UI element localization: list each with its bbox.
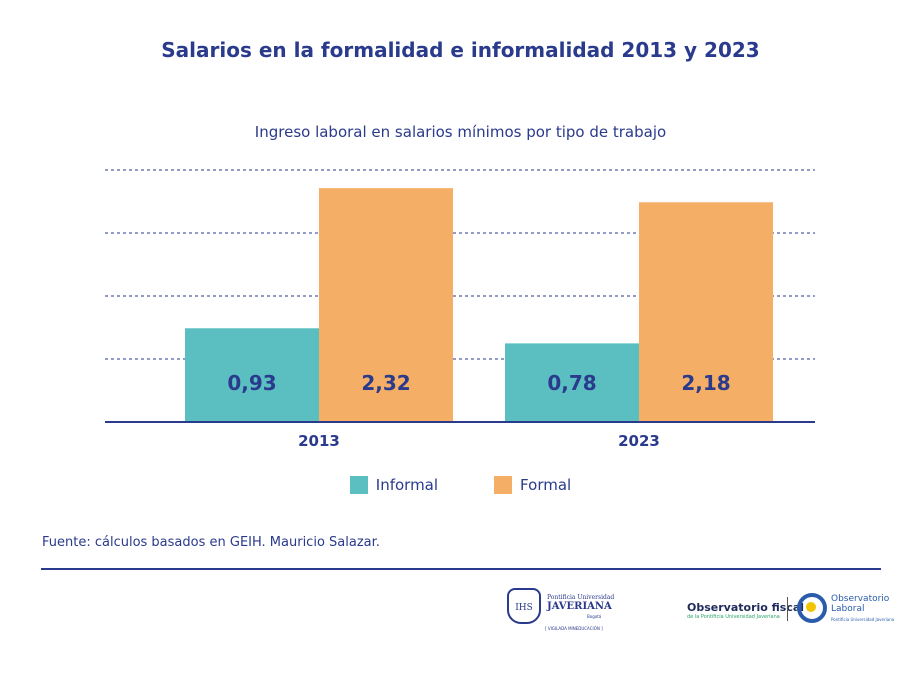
logo-text: Observatorio fiscal bbox=[687, 601, 805, 614]
logo-text: de la Pontificia Universidad Javeriana bbox=[687, 614, 780, 620]
data-label: 0,93 bbox=[227, 371, 276, 395]
page-title: Salarios en la formalidad e informalidad… bbox=[161, 38, 760, 62]
chart-title: Ingreso laboral en salarios mínimos por … bbox=[254, 123, 667, 141]
divider bbox=[41, 568, 881, 570]
data-label: 2,32 bbox=[361, 371, 410, 395]
bar-informal-2013 bbox=[185, 328, 319, 422]
observatorio-laboral-icon bbox=[797, 593, 827, 623]
logo-text: Bogotá bbox=[587, 614, 602, 619]
bar-chart: 0,93 2,32 2013 0,78 2,18 2023 bbox=[105, 169, 815, 450]
logo-text: [ VIGILADA MINEDUCACIÓN ] bbox=[545, 626, 603, 631]
x-tick-label: 2013 bbox=[298, 432, 340, 450]
source-note: Fuente: cálculos basados en GEIH. Mauric… bbox=[42, 535, 380, 550]
legend-item-formal: Formal bbox=[494, 476, 571, 494]
bar-informal-2023 bbox=[505, 343, 639, 422]
javeriana-crest-icon: IHS bbox=[507, 588, 541, 624]
legend-item-informal: Informal bbox=[349, 476, 439, 494]
logo-text: Pontificia Universidad Javeriana bbox=[831, 617, 895, 622]
data-label: 2,18 bbox=[681, 371, 730, 395]
logo-text: Observatorio Laboral bbox=[831, 594, 890, 614]
legend: Informal Formal bbox=[0, 476, 921, 494]
data-label: 0,78 bbox=[547, 371, 596, 395]
logo-text: JAVERIANA bbox=[547, 601, 612, 612]
legend-swatch-informal bbox=[349, 476, 368, 494]
observatorio-laboral-dot-icon bbox=[806, 602, 816, 612]
legend-swatch-formal bbox=[494, 476, 513, 494]
observatorio-fiscal-logo: Observatorio fiscal de la Pontificia Uni… bbox=[687, 601, 804, 620]
bar-formal-2023 bbox=[639, 202, 773, 422]
javeriana-logo: IHS Pontificia Universidad JAVERIANA Bog… bbox=[507, 588, 614, 632]
logo-text: Pontificia Universidad bbox=[547, 594, 615, 601]
logo-separator bbox=[787, 597, 788, 621]
bar-formal-2013 bbox=[319, 188, 453, 422]
legend-label-formal: Formal bbox=[520, 476, 572, 494]
legend-label-informal: Informal bbox=[375, 476, 439, 494]
x-tick-label: 2023 bbox=[618, 432, 660, 450]
